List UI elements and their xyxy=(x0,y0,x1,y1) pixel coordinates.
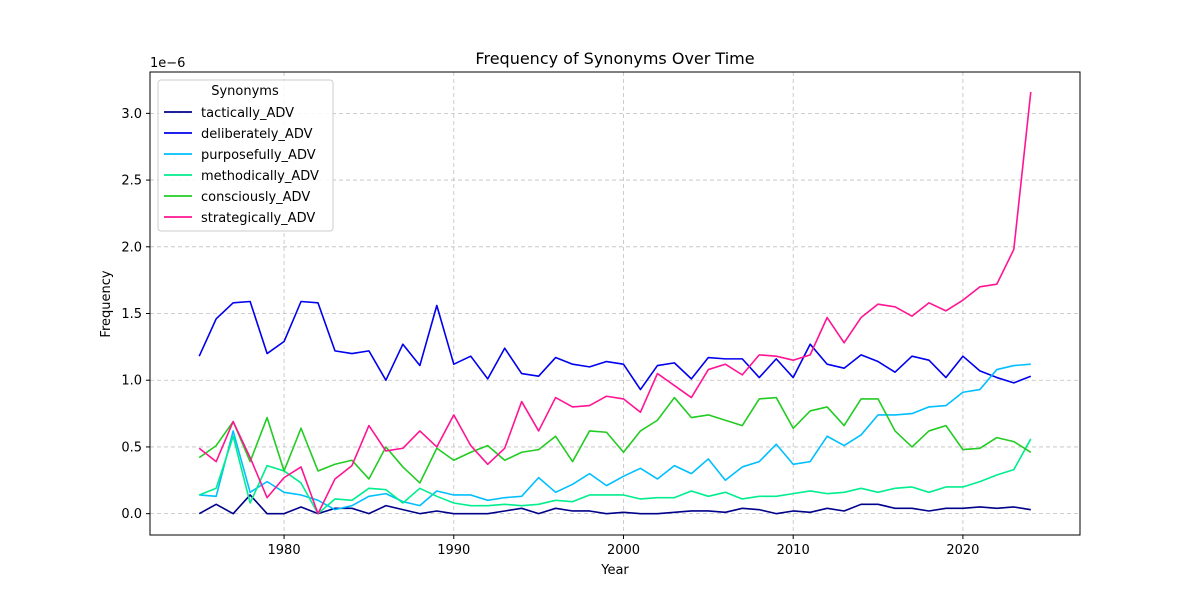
x-tick-label: 2010 xyxy=(777,543,810,558)
plot-frame xyxy=(149,71,1081,536)
x-tick-label: 2000 xyxy=(607,543,640,558)
y-axis-offset-label: 1e−6 xyxy=(150,56,185,71)
legend-items: tactically_ADV deliberately_ADV purposeful… xyxy=(164,106,319,226)
legend-entry: methodically_ADV xyxy=(201,169,319,184)
y-tick-label: 2.5 xyxy=(121,174,142,189)
y-axis-label: Frequency xyxy=(99,270,114,337)
series-line-methodically-adv xyxy=(198,435,1032,515)
y-tick-label: 0.0 xyxy=(121,507,142,522)
y-tick-label: 1.0 xyxy=(121,374,142,389)
legend-entry: deliberately_ADV xyxy=(201,127,313,142)
y-tick-label: 2.0 xyxy=(121,240,142,255)
series-line-consciously-adv xyxy=(198,396,1032,484)
series-line-deliberately-adv xyxy=(198,300,1032,391)
x-tick-label: 1990 xyxy=(437,543,470,558)
x-tick-label: 1980 xyxy=(268,543,301,558)
legend-box xyxy=(157,79,334,232)
y-axis-ticks: 0.0 0.5 1.0 1.5 2.0 2.5 3.0 xyxy=(121,107,150,522)
series-line-purposefully-adv xyxy=(199,363,1031,511)
chart-title: Frequency of Synonyms Over Time xyxy=(475,49,754,68)
x-axis-ticks: 1980 1990 2000 2010 2020 xyxy=(268,535,979,558)
legend: Synonyms tactically_ADV deliberately_ADVp… xyxy=(157,79,334,232)
legend-entry: strategically_ADV xyxy=(201,211,315,226)
legend-entry: tactically_ADV xyxy=(201,106,294,121)
y-tick-label: 3.0 xyxy=(121,107,142,122)
legend-title: Synonyms xyxy=(211,84,279,99)
legend-entry: consciously_ADV xyxy=(201,190,310,205)
series-lines xyxy=(198,91,1032,515)
x-tick-label: 2020 xyxy=(946,543,979,558)
series-line-strategically-adv xyxy=(198,91,1032,515)
y-tick-label: 1.5 xyxy=(121,307,142,322)
y-tick-label: 0.5 xyxy=(121,440,142,455)
legend-entry: purposefully_ADV xyxy=(201,148,316,163)
x-axis-label: Year xyxy=(600,563,629,578)
